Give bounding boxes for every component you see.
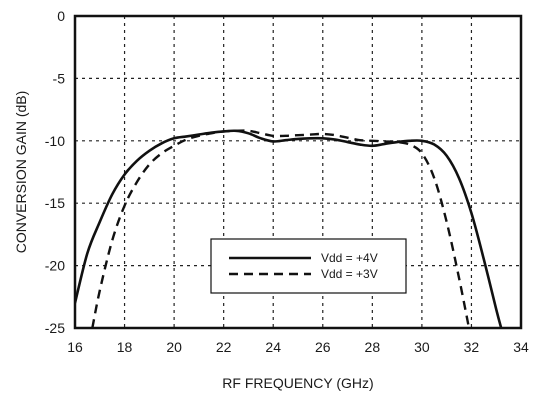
x-tick-label-34: 34 <box>513 339 529 355</box>
y-tick-labels: 0 -5 -10 -15 -20 -25 <box>45 8 65 336</box>
x-tick-label-18: 18 <box>117 339 133 355</box>
y-tick-label--15: -15 <box>45 195 65 211</box>
x-tick-label-28: 28 <box>365 339 381 355</box>
x-tick-labels: 16 18 20 22 24 26 28 30 32 34 <box>67 339 529 355</box>
x-tick-label-22: 22 <box>216 339 232 355</box>
x-tick-label-30: 30 <box>414 339 430 355</box>
x-tick-label-16: 16 <box>67 339 83 355</box>
series-line-vdd-4v <box>75 129 503 328</box>
y-tick-label--5: -5 <box>53 70 66 86</box>
legend-label-vdd-4v: Vdd = +4V <box>321 251 378 265</box>
y-tick-label-0: 0 <box>57 8 65 24</box>
x-tick-label-26: 26 <box>315 339 331 355</box>
x-axis-title: RF FREQUENCY (GHz) <box>222 375 373 391</box>
legend: Vdd = +4V Vdd = +3V <box>210 238 407 294</box>
legend-label-vdd-3v: Vdd = +3V <box>321 267 378 281</box>
y-tick-label--20: -20 <box>45 258 65 274</box>
series-line-vdd-3v <box>91 129 471 328</box>
y-tick-label--25: -25 <box>45 320 65 336</box>
grid <box>75 16 521 328</box>
x-tick-label-24: 24 <box>265 339 281 355</box>
y-tick-label--10: -10 <box>45 133 65 149</box>
y-axis-title: CONVERSION GAIN (dB) <box>13 91 29 254</box>
x-tick-label-20: 20 <box>166 339 182 355</box>
x-tick-label-32: 32 <box>464 339 480 355</box>
plot-frame <box>73 14 523 330</box>
series-layer <box>75 129 503 328</box>
legend-box <box>210 238 407 294</box>
